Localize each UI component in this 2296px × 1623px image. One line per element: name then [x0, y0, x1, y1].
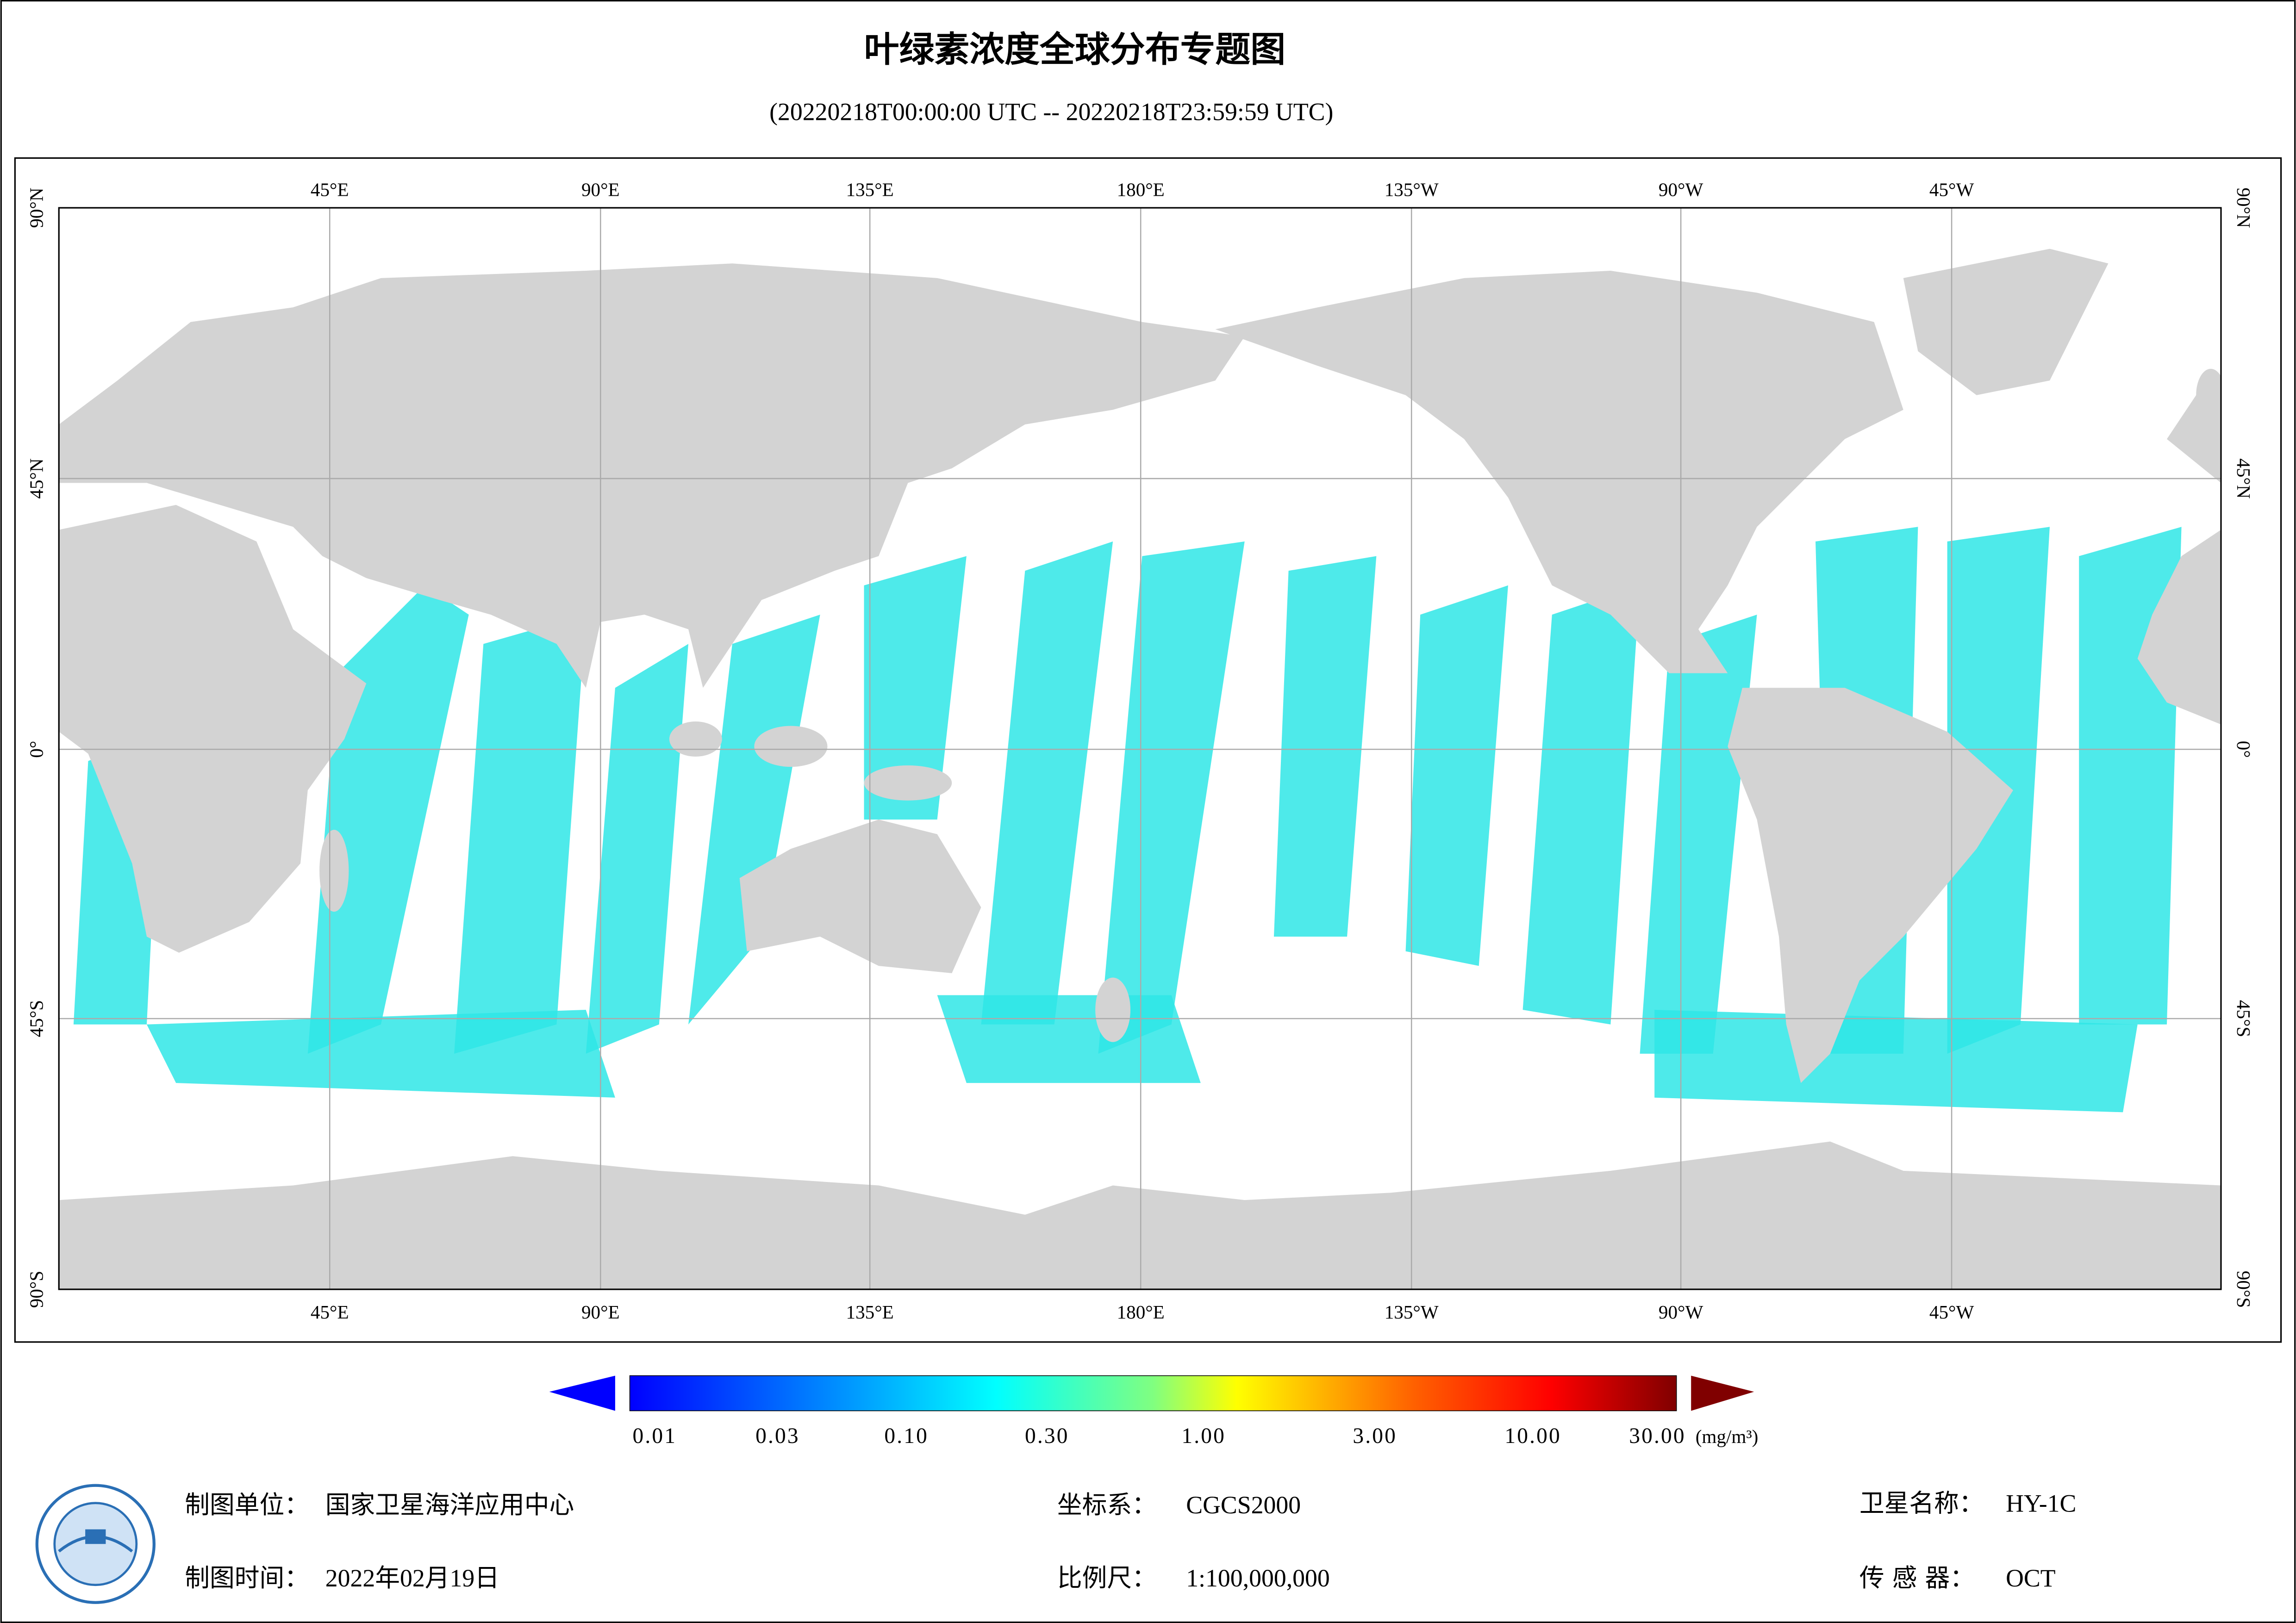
graticule — [59, 208, 2221, 1289]
colorbar-unit: (mg/m³) — [1696, 1426, 1759, 1448]
lon-label-top: 45°E — [311, 179, 349, 200]
footer-value: OCT — [2006, 1564, 2056, 1592]
footer-label: 传 感 器： — [1859, 1563, 1975, 1592]
colorbar-label: 0.10 — [884, 1424, 929, 1448]
footer-label: 坐标系： — [1057, 1490, 1157, 1519]
lon-label-top: 135°E — [846, 179, 894, 200]
lon-label-bottom: 90°W — [1659, 1301, 1703, 1323]
logo — [35, 1484, 156, 1604]
lon-label-bottom: 180°E — [1117, 1301, 1165, 1323]
lon-label-top: 90°E — [581, 179, 620, 200]
lat-label-left: 45°S — [25, 1000, 47, 1037]
lat-label-right: 45°N — [2233, 458, 2254, 498]
lat-label-right: 90°N — [2233, 187, 2254, 228]
footer-value: 2022年02月19日 — [325, 1564, 499, 1592]
footer-label: 比例尺： — [1057, 1563, 1157, 1592]
lon-label-bottom: 135°W — [1385, 1301, 1439, 1323]
footer-value: CGCS2000 — [1186, 1491, 1301, 1519]
lon-label-top: 180°E — [1117, 179, 1165, 200]
colorbar-label: 0.01 — [632, 1424, 677, 1448]
lat-label-left: 90°S — [25, 1271, 47, 1308]
lon-label-bottom: 135°E — [846, 1301, 894, 1323]
lat-label-left: 90°N — [25, 187, 47, 228]
lat-label-right: 90°S — [2233, 1271, 2254, 1308]
colorbar-label: 3.00 — [1353, 1424, 1397, 1448]
lon-label-top: 45°W — [1929, 179, 1974, 200]
colorbar-high-arrow — [1691, 1375, 1754, 1411]
footer-label: 卫星名称： — [1859, 1489, 1984, 1518]
colorbar-label: 30.00 — [1629, 1424, 1686, 1448]
colorbar-label: 10.00 — [1504, 1424, 1561, 1448]
footer-label: 制图时间： — [185, 1563, 309, 1592]
colorbar-label: 0.03 — [755, 1424, 800, 1448]
colorbar-label: 1.00 — [1181, 1424, 1226, 1448]
lon-label-top: 135°W — [1385, 179, 1439, 200]
map-border — [58, 207, 2222, 1290]
footer-value: 国家卫星海洋应用中心 — [325, 1491, 574, 1519]
subtitle: (20220218T00:00:00 UTC -- 20220218T23:59… — [769, 98, 1333, 125]
footer-value: HY-1C — [2006, 1490, 2076, 1517]
map-frame — [14, 157, 2282, 1343]
lon-label-bottom: 45°W — [1929, 1301, 1974, 1323]
lat-label-left: 45°N — [25, 458, 47, 498]
land — [59, 249, 2221, 1289]
lon-label-top: 90°W — [1659, 179, 1703, 200]
title: 叶绿素浓度全球分布专题图 — [864, 29, 1286, 70]
lon-label-bottom: 90°E — [581, 1301, 620, 1323]
footer-value: 1:100,000,000 — [1186, 1564, 1330, 1592]
lat-label-right: 45°S — [2233, 1000, 2254, 1037]
footer-label: 制图单位： — [185, 1490, 309, 1519]
lon-label-bottom: 45°E — [311, 1301, 349, 1323]
map — [59, 208, 2221, 1289]
colorbar-label: 0.30 — [1025, 1424, 1069, 1448]
colorbar-low-arrow — [549, 1375, 615, 1411]
lat-label-left: 0° — [25, 741, 47, 758]
lat-label-right: 0° — [2233, 741, 2254, 758]
colorbar — [629, 1375, 1677, 1412]
